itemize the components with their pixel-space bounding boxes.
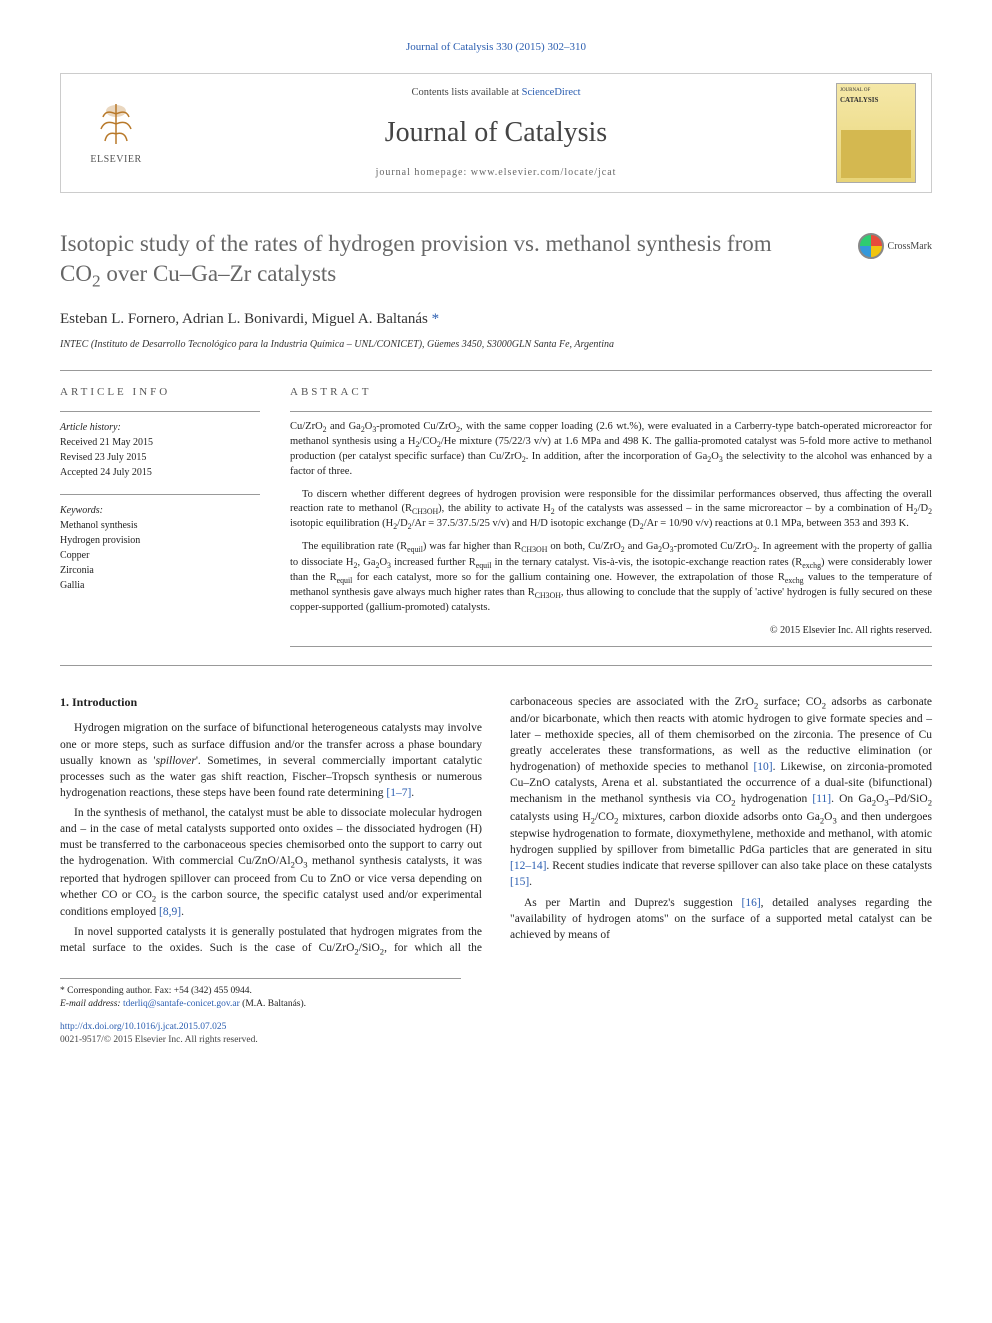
cover-title-text: CATALYSIS bbox=[840, 96, 912, 106]
crossmark-label: CrossMark bbox=[888, 240, 932, 253]
journal-name: Journal of Catalysis bbox=[179, 113, 813, 152]
corresponding-author-line: * Corresponding author. Fax: +54 (342) 4… bbox=[60, 985, 461, 998]
article-history-block: Article history: Received 21 May 2015 Re… bbox=[60, 420, 260, 480]
footnote-block: * Corresponding author. Fax: +54 (342) 4… bbox=[60, 978, 461, 1012]
article-title: Isotopic study of the rates of hydrogen … bbox=[60, 229, 932, 293]
elsevier-logo[interactable]: ELSEVIER bbox=[90, 99, 141, 167]
cover-image-placeholder bbox=[841, 130, 911, 178]
keyword: Zirconia bbox=[60, 563, 260, 578]
abstract-paragraph: The equilibration rate (Requil) was far … bbox=[290, 540, 932, 615]
keywords-block: Keywords: Methanol synthesis Hydrogen pr… bbox=[60, 503, 260, 593]
crossmark-badge[interactable]: CrossMark bbox=[858, 233, 932, 259]
crossmark-icon bbox=[858, 233, 884, 259]
issn-copyright-line: 0021-9517/© 2015 Elsevier Inc. All right… bbox=[60, 1035, 258, 1045]
abstract-paragraph: To discern whether different degrees of … bbox=[290, 488, 932, 533]
cover-top-text: JOURNAL OF bbox=[840, 87, 912, 94]
divider bbox=[290, 411, 932, 412]
publisher-name: ELSEVIER bbox=[90, 153, 141, 167]
email-suffix: (M.A. Baltanás). bbox=[240, 999, 306, 1009]
divider bbox=[60, 370, 932, 371]
history-revised: Revised 23 July 2015 bbox=[60, 450, 260, 465]
divider bbox=[290, 646, 932, 647]
history-accepted: Accepted 24 July 2015 bbox=[60, 465, 260, 480]
elsevier-tree-icon bbox=[91, 99, 141, 149]
abstract-column: ABSTRACT Cu/ZrO2 and Ga2O3-promoted Cu/Z… bbox=[290, 385, 932, 646]
header-center: Contents lists available at ScienceDirec… bbox=[171, 74, 821, 192]
abstract-heading: ABSTRACT bbox=[290, 385, 932, 400]
body-two-column: 1. Introduction Hydrogen migration on th… bbox=[60, 694, 932, 958]
email-label: E-mail address: bbox=[60, 999, 123, 1009]
history-received: Received 21 May 2015 bbox=[60, 435, 260, 450]
info-abstract-row: ARTICLE INFO Article history: Received 2… bbox=[60, 385, 932, 646]
keyword: Hydrogen provision bbox=[60, 533, 260, 548]
top-citation: Journal of Catalysis 330 (2015) 302–310 bbox=[60, 40, 932, 55]
journal-header-box: ELSEVIER Contents lists available at Sci… bbox=[60, 73, 932, 193]
contents-line: Contents lists available at ScienceDirec… bbox=[179, 86, 813, 101]
email-line: E-mail address: tderliq@santafe-conicet.… bbox=[60, 998, 461, 1011]
journal-cover-thumbnail[interactable]: JOURNAL OF CATALYSIS bbox=[836, 83, 916, 183]
journal-homepage-line: journal homepage: www.elsevier.com/locat… bbox=[179, 166, 813, 180]
affiliation: INTEC (Instituto de Desarrollo Tecnológi… bbox=[60, 338, 932, 352]
keyword: Gallia bbox=[60, 578, 260, 593]
abstract-paragraph: Cu/ZrO2 and Ga2O3-promoted Cu/ZrO2, with… bbox=[290, 420, 932, 480]
homepage-url[interactable]: www.elsevier.com/locate/jcat bbox=[471, 167, 617, 178]
authors-line: Esteban L. Fornero, Adrian L. Bonivardi,… bbox=[60, 309, 932, 330]
keywords-label: Keywords: bbox=[60, 503, 260, 518]
article-info-heading: ARTICLE INFO bbox=[60, 385, 260, 400]
keyword: Copper bbox=[60, 548, 260, 563]
abstract-copyright: © 2015 Elsevier Inc. All rights reserved… bbox=[290, 624, 932, 638]
sciencedirect-link[interactable]: ScienceDirect bbox=[522, 87, 581, 98]
keyword: Methanol synthesis bbox=[60, 518, 260, 533]
doi-link[interactable]: http://dx.doi.org/10.1016/j.jcat.2015.07… bbox=[60, 1022, 226, 1032]
article-title-text: Isotopic study of the rates of hydrogen … bbox=[60, 231, 772, 286]
divider bbox=[60, 665, 932, 666]
divider bbox=[60, 494, 260, 495]
homepage-prefix: journal homepage: bbox=[376, 167, 471, 178]
divider bbox=[60, 411, 260, 412]
section-heading: 1. Introduction bbox=[60, 694, 482, 711]
corresponding-email-link[interactable]: tderliq@santafe-conicet.gov.ar bbox=[123, 999, 240, 1009]
body-paragraph: In the synthesis of methanol, the cataly… bbox=[60, 805, 482, 920]
body-paragraph: As per Martin and Duprez's suggestion [1… bbox=[510, 895, 932, 943]
contents-prefix: Contents lists available at bbox=[411, 87, 521, 98]
publisher-logo-cell: ELSEVIER bbox=[61, 74, 171, 192]
body-paragraph: Hydrogen migration on the surface of bif… bbox=[60, 720, 482, 800]
journal-cover-cell: JOURNAL OF CATALYSIS bbox=[821, 74, 931, 192]
bottom-identifier-block: http://dx.doi.org/10.1016/j.jcat.2015.07… bbox=[60, 1021, 932, 1048]
history-label: Article history: bbox=[60, 420, 260, 435]
article-info-column: ARTICLE INFO Article history: Received 2… bbox=[60, 385, 260, 646]
